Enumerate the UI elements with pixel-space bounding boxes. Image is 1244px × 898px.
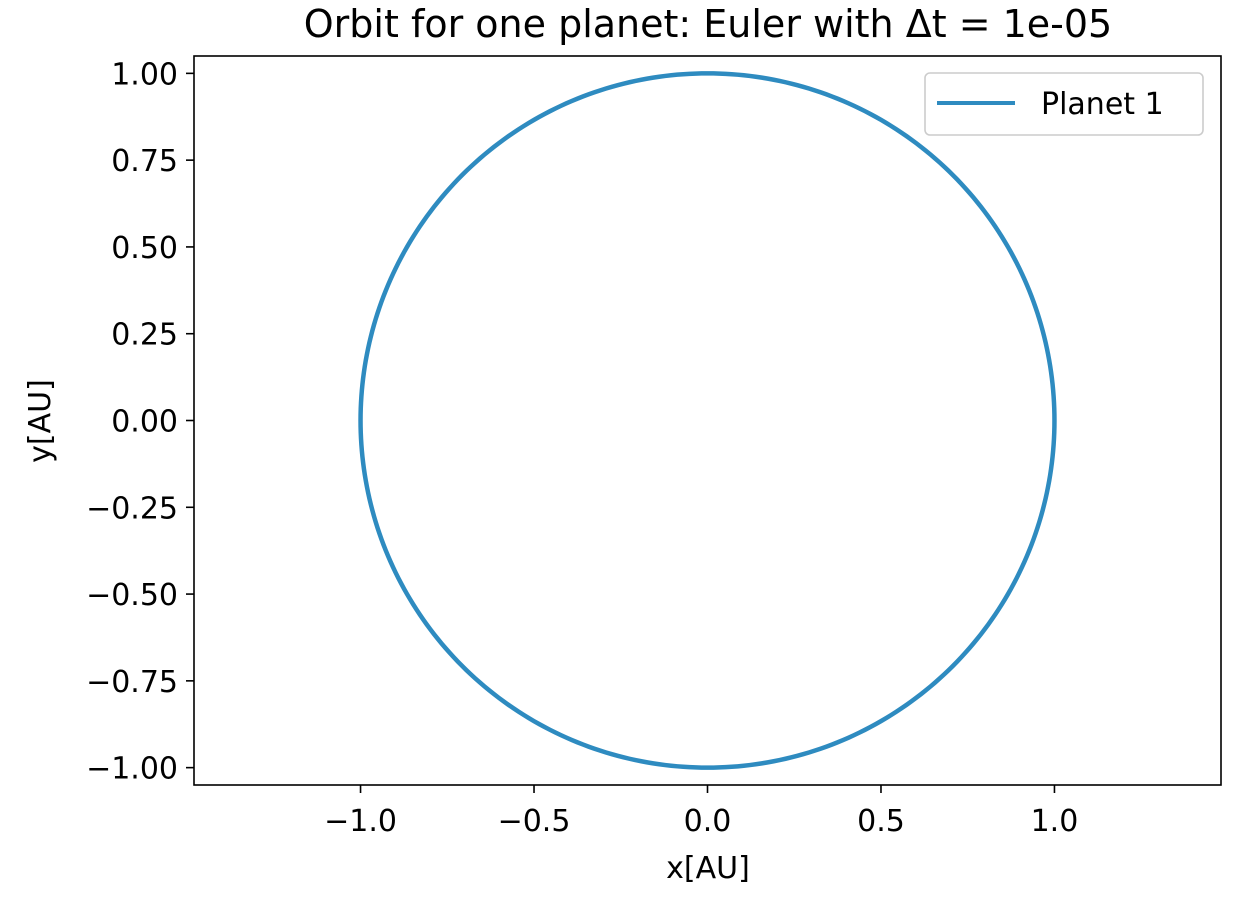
legend: Planet 1 [924,72,1204,136]
x-tick-label: 0.5 [857,804,905,839]
x-axis-label: x[AU] [666,851,750,886]
y-tick-label: 0.75 [111,144,178,179]
y-tick-label: −0.25 [86,491,178,526]
legend-frame [924,72,1204,136]
y-tick-label: 0.25 [111,318,178,353]
y-tick-label: −0.75 [86,665,178,700]
x-tick-label: 0.0 [684,804,732,839]
x-tick-label: 1.0 [1031,804,1079,839]
legend-label-planet-1: Planet 1 [1041,87,1164,122]
y-tick-label: −0.50 [86,578,178,613]
y-tick-label: 0.50 [111,231,178,266]
plot-frame [193,55,1222,786]
series-line-planet-1 [358,71,1057,770]
chart-title: Orbit for one planet: Euler with Δt = 1e… [304,2,1112,46]
x-tick-label: −0.5 [498,804,571,839]
y-tick-label: 0.00 [111,405,178,440]
y-tick-label: −1.00 [86,752,178,787]
y-axis-label: y[AU] [23,379,58,463]
y-tick-label: 1.00 [111,57,178,92]
x-tick-label: −1.0 [324,804,397,839]
